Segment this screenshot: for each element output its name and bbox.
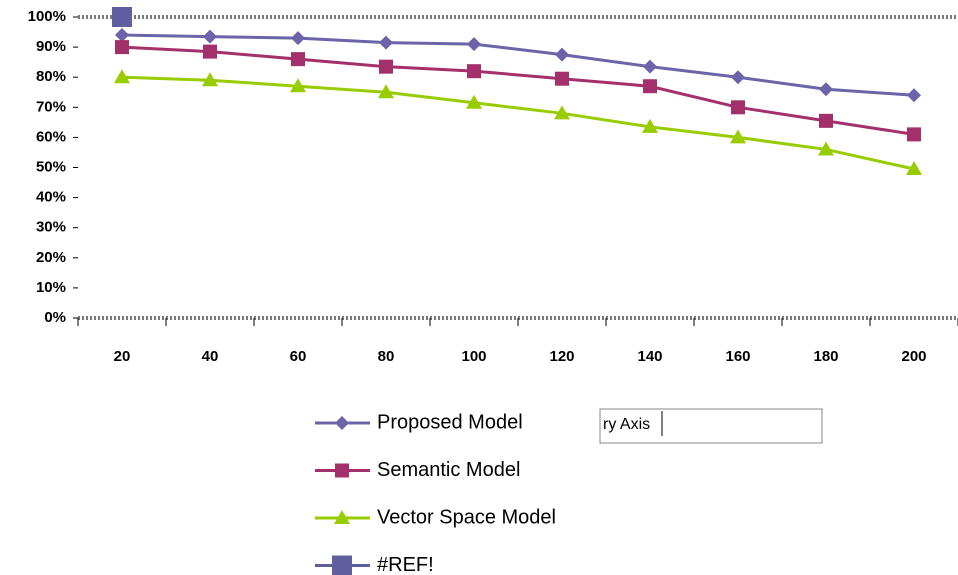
series-line bbox=[121, 45, 915, 136]
data-point bbox=[907, 127, 921, 142]
y-tick-label: 10% bbox=[36, 279, 66, 296]
data-point bbox=[642, 118, 658, 133]
x-tick-label: 40 bbox=[202, 348, 219, 365]
data-point bbox=[555, 71, 569, 86]
x-tick-label: 200 bbox=[901, 348, 926, 365]
data-point bbox=[291, 52, 305, 67]
data-point bbox=[731, 70, 745, 85]
legend-label: Vector Space Model bbox=[377, 506, 556, 528]
data-point bbox=[731, 100, 745, 115]
data-point bbox=[466, 94, 482, 109]
data-point bbox=[906, 161, 922, 176]
legend-marker bbox=[335, 416, 349, 430]
x-tick-label: 160 bbox=[725, 348, 750, 365]
y-tick-label: 30% bbox=[36, 219, 66, 236]
data-point bbox=[554, 105, 570, 120]
y-tick-label: 70% bbox=[36, 98, 66, 115]
x-tick-label: 140 bbox=[637, 348, 662, 365]
data-point bbox=[115, 40, 129, 55]
legend-marker bbox=[335, 463, 349, 478]
y-tick-label: 40% bbox=[36, 189, 66, 206]
data-point bbox=[467, 37, 481, 52]
data-point bbox=[379, 35, 393, 50]
x-tick-label: 60 bbox=[290, 348, 307, 365]
x-tick-label: 100 bbox=[461, 348, 486, 365]
data-point bbox=[290, 78, 306, 93]
data-point bbox=[818, 141, 834, 156]
data-point bbox=[467, 64, 481, 79]
legend-label: Proposed Model bbox=[377, 411, 523, 433]
data-point bbox=[643, 79, 657, 94]
series-line bbox=[121, 75, 915, 171]
y-tick-label: 90% bbox=[36, 38, 66, 55]
data-point bbox=[112, 7, 132, 27]
data-point bbox=[379, 59, 393, 74]
data-point bbox=[378, 84, 394, 99]
x-tick-label: 80 bbox=[378, 348, 395, 365]
data-point bbox=[555, 47, 569, 62]
data-point bbox=[114, 69, 130, 84]
data-point bbox=[203, 29, 217, 44]
annotation: ry Axis bbox=[603, 416, 650, 433]
legend-marker bbox=[332, 555, 352, 575]
legend-marker bbox=[334, 510, 350, 524]
data-point bbox=[819, 82, 833, 97]
legend-label: #REF! bbox=[377, 554, 434, 575]
data-point bbox=[730, 129, 746, 144]
data-point bbox=[643, 59, 657, 74]
y-tick-label: 100% bbox=[28, 8, 66, 25]
x-tick-label: 20 bbox=[114, 348, 131, 365]
annotation-box bbox=[599, 408, 823, 444]
y-tick-label: 60% bbox=[36, 128, 66, 145]
data-point bbox=[115, 28, 129, 43]
data-point bbox=[291, 31, 305, 46]
y-tick-label: 80% bbox=[36, 68, 66, 85]
legend-label: Semantic Model bbox=[377, 459, 520, 481]
data-point bbox=[819, 113, 833, 128]
data-point bbox=[202, 72, 218, 87]
data-point bbox=[907, 88, 921, 103]
data-point bbox=[203, 44, 217, 59]
x-tick-label: 180 bbox=[813, 348, 838, 365]
series-line bbox=[121, 33, 915, 97]
y-tick-label: 50% bbox=[36, 158, 66, 175]
y-tick-label: 0% bbox=[44, 309, 66, 326]
y-tick-label: 20% bbox=[36, 249, 66, 266]
x-tick-label: 120 bbox=[549, 348, 574, 365]
